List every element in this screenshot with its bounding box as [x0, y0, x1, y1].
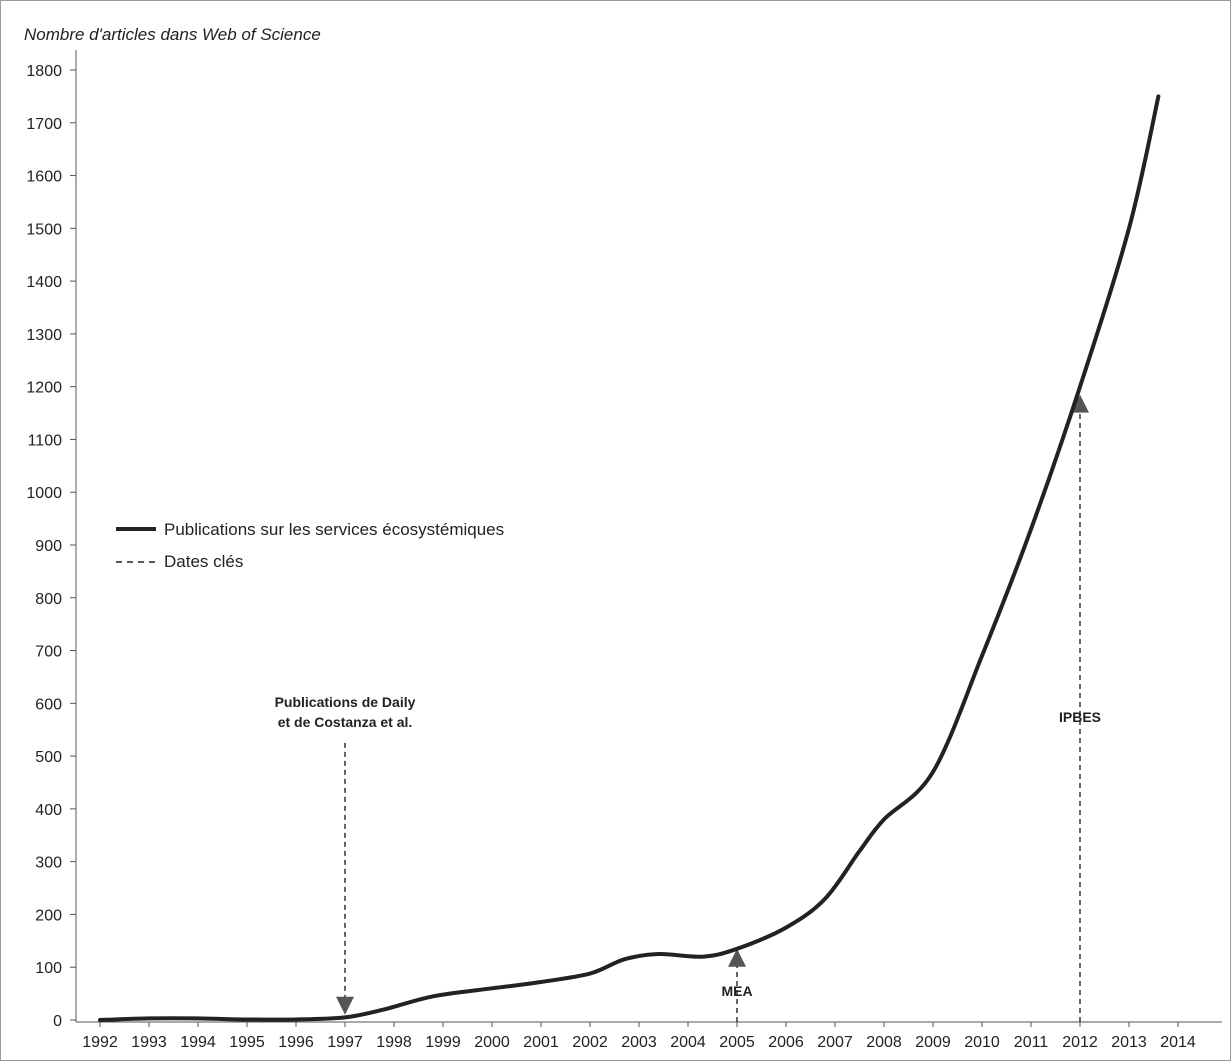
y-tick-label: 1200 — [26, 380, 62, 397]
annotation-label: MEA — [721, 983, 752, 999]
x-tick-label: 2004 — [670, 1034, 706, 1051]
arrow-down-icon — [336, 996, 354, 1015]
x-tick-label: 1999 — [425, 1034, 461, 1051]
y-tick-label: 400 — [35, 802, 62, 819]
legend: Publications sur les services écosystémi… — [116, 520, 504, 571]
y-tick-label: 700 — [35, 644, 62, 661]
x-tick-label: 2012 — [1062, 1034, 1098, 1051]
y-tick-label: 1400 — [26, 274, 62, 291]
y-tick-label: 600 — [35, 696, 62, 713]
x-tick-label: 1992 — [82, 1034, 118, 1051]
legend-label-publications: Publications sur les services écosystémi… — [164, 520, 504, 539]
x-tick-label: 2005 — [719, 1034, 755, 1051]
x-tick-label: 2007 — [817, 1034, 853, 1051]
y-tick-label: 800 — [35, 591, 62, 608]
x-tick-label: 2008 — [866, 1034, 902, 1051]
x-tick-label: 2000 — [474, 1034, 510, 1051]
x-tick-label: 2009 — [915, 1034, 951, 1051]
x-tick-label: 1995 — [229, 1034, 265, 1051]
legend-label-dates: Dates clés — [164, 552, 243, 571]
y-tick-label: 0 — [53, 1013, 62, 1030]
y-tick-label: 1500 — [26, 221, 62, 238]
y-tick-label: 1300 — [26, 327, 62, 344]
y-tick-label: 1100 — [28, 432, 63, 449]
y-tick-label: 1600 — [26, 169, 62, 186]
x-tick-label: 1993 — [131, 1034, 167, 1051]
y-tick-label: 1700 — [26, 116, 62, 133]
arrow-up-icon — [728, 948, 746, 967]
y-tick-label: 900 — [35, 538, 62, 555]
x-tick-label: 1998 — [376, 1034, 412, 1051]
x-tick-label: 2014 — [1160, 1034, 1196, 1051]
x-tick-label: 2006 — [768, 1034, 804, 1051]
y-tick-label: 100 — [35, 960, 62, 977]
x-tick-label: 2001 — [523, 1034, 559, 1051]
series-line-publications — [98, 94, 1161, 1022]
key-date-annotations: Publications de Daily et de Costanza et a… — [275, 394, 1101, 1022]
y-axis-label: Nombre d'articles dans Web of Science — [24, 25, 321, 44]
y-tick-label: 200 — [35, 907, 62, 924]
x-tick-label: 1994 — [180, 1034, 216, 1051]
x-tick-label: 1997 — [327, 1034, 363, 1051]
y-tick-label: 1000 — [26, 485, 62, 502]
annotation-label: Publications de Daily — [275, 694, 416, 710]
x-tick-label: 2003 — [621, 1034, 657, 1051]
x-tick-label: 2010 — [964, 1034, 1000, 1051]
y-axis-ticks: 0 100 200 300 400 500 600 700 800 900 1000 1100 1200… — [26, 63, 76, 1030]
x-tick-label: 2002 — [572, 1034, 608, 1051]
y-tick-label: 300 — [35, 855, 62, 872]
annotation-label: IPBES — [1059, 709, 1101, 725]
x-tick-label: 2011 — [1014, 1034, 1049, 1051]
y-tick-label: 500 — [35, 749, 62, 766]
x-tick-label: 2013 — [1111, 1034, 1147, 1051]
y-tick-label: 1800 — [26, 63, 62, 80]
x-axis-ticks: 1992 1993 1994 1995 1996 1997 1998 1999 2000 2001… — [82, 1022, 1196, 1051]
annotation-label: et de Costanza et al. — [278, 714, 413, 730]
arrow-up-icon — [1071, 394, 1089, 413]
x-tick-label: 1996 — [278, 1034, 314, 1051]
